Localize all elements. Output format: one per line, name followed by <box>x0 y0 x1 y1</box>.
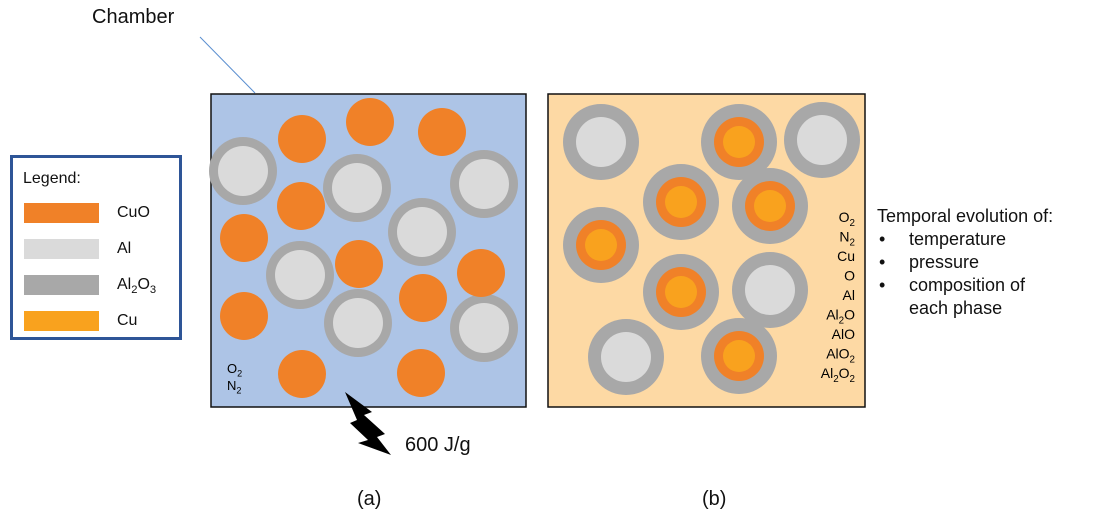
cu-core <box>754 190 786 222</box>
legend-swatch-al2o3 <box>24 275 99 295</box>
al-core <box>745 265 795 315</box>
cuo-particle <box>278 115 326 163</box>
cuo-particle <box>346 98 394 146</box>
legend-label-cu: Cu <box>117 312 138 329</box>
legend-swatch-cu <box>24 311 99 331</box>
legend-swatch-cuo <box>24 203 99 223</box>
energy-input-label: 600 J/g <box>405 434 471 456</box>
species-label: Al <box>843 287 855 303</box>
panel-a-particles <box>209 98 518 398</box>
al-core <box>459 303 509 353</box>
panel-b-caption: (b) <box>702 488 727 510</box>
al-core <box>797 115 847 165</box>
species-label: Al2​O2​ <box>821 365 855 385</box>
panel-a-gas-list: O2​N2​ <box>227 361 242 396</box>
lightning-bolt-icon <box>345 392 391 455</box>
species-label: AlO2​ <box>826 346 855 366</box>
gas-species-label: N2​ <box>227 378 241 396</box>
panel-a: O2​N2​ <box>209 93 527 408</box>
legend: Legend: CuO Al Al2O3 Cu <box>10 155 182 340</box>
legend-title: Legend: <box>23 170 81 187</box>
cu-core <box>723 126 755 158</box>
cuo-particle <box>418 108 466 156</box>
panel-a-caption: (a) <box>357 488 382 510</box>
cuo-particle <box>278 350 326 398</box>
evolution-item: temperature <box>877 228 1053 251</box>
al-core <box>275 250 325 300</box>
legend-swatch-al <box>24 239 99 259</box>
panel-b-particles <box>563 102 860 395</box>
evolution-list: temperature pressure composition of each… <box>877 228 1053 320</box>
cu-core <box>585 229 617 261</box>
evolution-item: composition of <box>877 274 1053 297</box>
cuo-particle <box>220 214 268 262</box>
cuo-particle <box>397 349 445 397</box>
cuo-particle <box>457 249 505 297</box>
species-label: N2​ <box>839 229 855 249</box>
species-label: AlO <box>832 326 855 342</box>
evolution-item: pressure <box>877 251 1053 274</box>
cu-core <box>665 186 697 218</box>
al-core <box>332 163 382 213</box>
evolution-item: each phase <box>909 298 1003 318</box>
cuo-particle <box>399 274 447 322</box>
species-label: O2​ <box>839 209 855 229</box>
al-core <box>397 207 447 257</box>
cu-core <box>665 276 697 308</box>
species-label: Al2​O <box>826 307 855 327</box>
species-label: Cu <box>837 248 855 264</box>
species-label: O <box>844 268 855 284</box>
al-core <box>218 146 268 196</box>
evolution-title: Temporal evolution of: <box>877 206 1054 226</box>
temporal-evolution-note: Temporal evolution of: temperature press… <box>877 205 1053 320</box>
chamber-leader-line <box>199 36 256 94</box>
gas-species-label: O2​ <box>227 361 242 379</box>
cu-core <box>723 340 755 372</box>
chamber-label: Chamber <box>92 6 175 28</box>
legend-label-al: Al <box>117 240 132 257</box>
cuo-particle <box>277 182 325 230</box>
al-core <box>601 332 651 382</box>
al-core <box>576 117 626 167</box>
al-core <box>333 298 383 348</box>
cuo-particle <box>220 292 268 340</box>
legend-label-al2o3: Al2O3 <box>117 276 157 297</box>
legend-label-cuo: CuO <box>117 204 150 221</box>
cuo-particle <box>335 240 383 288</box>
al-core <box>459 159 509 209</box>
